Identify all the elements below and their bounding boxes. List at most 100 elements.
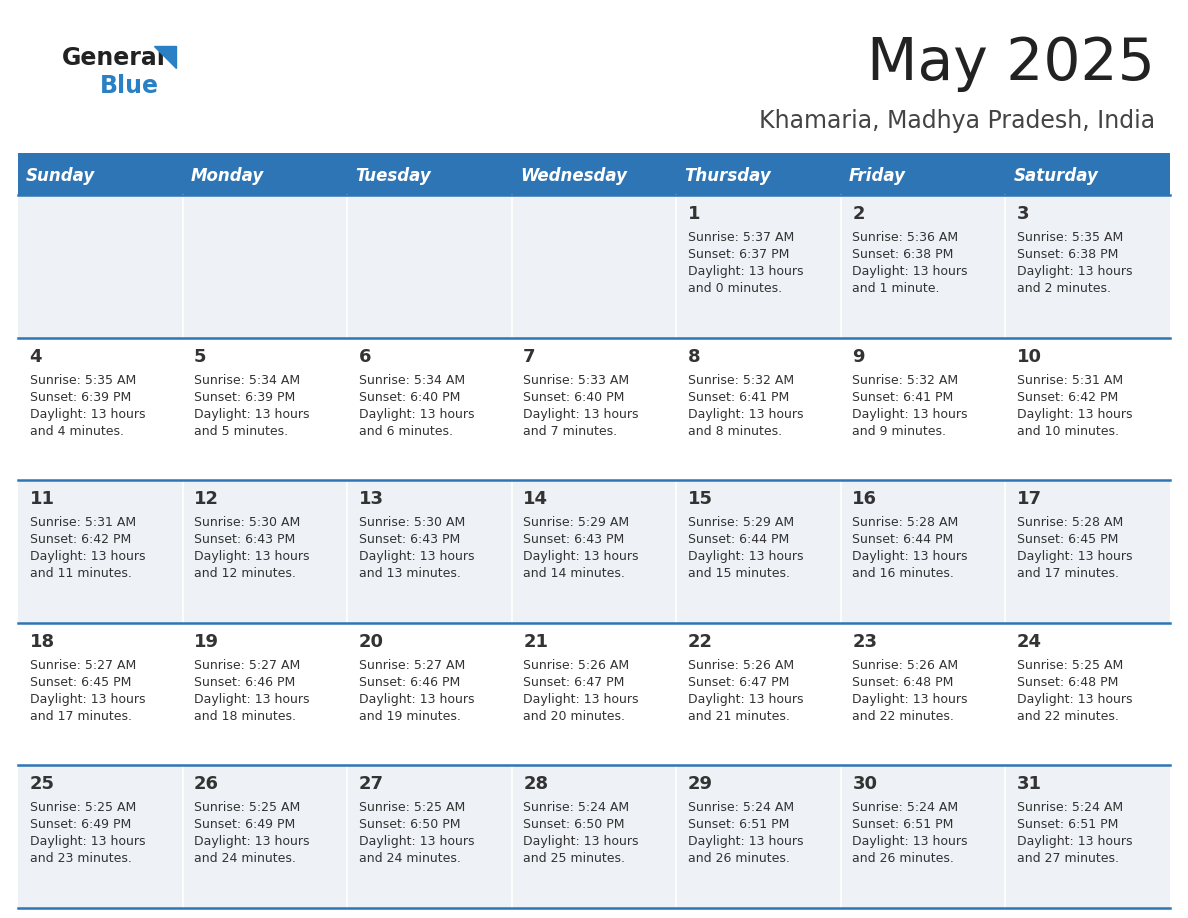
Text: Daylight: 13 hours: Daylight: 13 hours [194, 693, 310, 706]
Text: Sunrise: 5:28 AM: Sunrise: 5:28 AM [852, 516, 959, 529]
Text: Sunrise: 5:37 AM: Sunrise: 5:37 AM [688, 231, 794, 244]
Text: Sunset: 6:51 PM: Sunset: 6:51 PM [852, 819, 954, 832]
Text: Thursday: Thursday [684, 167, 771, 185]
Text: Daylight: 13 hours: Daylight: 13 hours [194, 408, 310, 420]
Text: Sunset: 6:42 PM: Sunset: 6:42 PM [1017, 390, 1118, 404]
Text: 3: 3 [1017, 205, 1030, 223]
Text: Daylight: 13 hours: Daylight: 13 hours [1017, 265, 1132, 278]
Text: Sunrise: 5:29 AM: Sunrise: 5:29 AM [688, 516, 794, 529]
Text: Sunrise: 5:27 AM: Sunrise: 5:27 AM [359, 659, 465, 672]
Text: Daylight: 13 hours: Daylight: 13 hours [1017, 408, 1132, 420]
Text: Sunrise: 5:30 AM: Sunrise: 5:30 AM [359, 516, 465, 529]
Text: 4: 4 [30, 348, 42, 365]
Text: 30: 30 [852, 776, 878, 793]
Text: and 17 minutes.: and 17 minutes. [30, 710, 132, 722]
Text: Daylight: 13 hours: Daylight: 13 hours [523, 693, 639, 706]
Text: General: General [62, 46, 166, 70]
Text: Sunset: 6:44 PM: Sunset: 6:44 PM [852, 533, 954, 546]
Text: Sunset: 6:37 PM: Sunset: 6:37 PM [688, 248, 789, 261]
Text: Sunset: 6:50 PM: Sunset: 6:50 PM [359, 819, 460, 832]
Text: and 11 minutes.: and 11 minutes. [30, 567, 132, 580]
Text: and 12 minutes.: and 12 minutes. [194, 567, 296, 580]
Text: 20: 20 [359, 633, 384, 651]
Text: 31: 31 [1017, 776, 1042, 793]
Text: 22: 22 [688, 633, 713, 651]
Text: 14: 14 [523, 490, 548, 509]
Text: 26: 26 [194, 776, 219, 793]
Text: 24: 24 [1017, 633, 1042, 651]
Text: Sunset: 6:46 PM: Sunset: 6:46 PM [359, 676, 460, 688]
Text: Sunset: 6:45 PM: Sunset: 6:45 PM [1017, 533, 1118, 546]
Text: Daylight: 13 hours: Daylight: 13 hours [359, 835, 474, 848]
Text: Sunrise: 5:31 AM: Sunrise: 5:31 AM [30, 516, 135, 529]
Text: Daylight: 13 hours: Daylight: 13 hours [852, 693, 968, 706]
Text: 9: 9 [852, 348, 865, 365]
Text: Daylight: 13 hours: Daylight: 13 hours [688, 550, 803, 564]
Text: 18: 18 [30, 633, 55, 651]
Text: Khamaria, Madhya Pradesh, India: Khamaria, Madhya Pradesh, India [759, 109, 1155, 133]
Text: Daylight: 13 hours: Daylight: 13 hours [30, 835, 145, 848]
Text: 28: 28 [523, 776, 549, 793]
Text: and 20 minutes.: and 20 minutes. [523, 710, 625, 722]
Polygon shape [154, 46, 176, 68]
Bar [18, 622, 1170, 766]
Text: and 26 minutes.: and 26 minutes. [688, 853, 790, 866]
Text: 23: 23 [852, 633, 878, 651]
Text: Daylight: 13 hours: Daylight: 13 hours [852, 550, 968, 564]
Text: and 15 minutes.: and 15 minutes. [688, 567, 790, 580]
Text: Daylight: 13 hours: Daylight: 13 hours [688, 693, 803, 706]
Text: Sunset: 6:45 PM: Sunset: 6:45 PM [30, 676, 131, 688]
Text: and 23 minutes.: and 23 minutes. [30, 853, 132, 866]
Text: Sunset: 6:48 PM: Sunset: 6:48 PM [1017, 676, 1118, 688]
Text: and 6 minutes.: and 6 minutes. [359, 425, 453, 438]
Text: and 26 minutes.: and 26 minutes. [852, 853, 954, 866]
Text: Sunset: 6:40 PM: Sunset: 6:40 PM [359, 390, 460, 404]
Text: Sunset: 6:40 PM: Sunset: 6:40 PM [523, 390, 625, 404]
Text: Friday: Friday [849, 167, 906, 185]
Text: Blue: Blue [100, 74, 159, 98]
Text: Sunrise: 5:28 AM: Sunrise: 5:28 AM [1017, 516, 1123, 529]
Text: Sunrise: 5:24 AM: Sunrise: 5:24 AM [688, 801, 794, 814]
Text: and 5 minutes.: and 5 minutes. [194, 425, 289, 438]
Text: Sunrise: 5:26 AM: Sunrise: 5:26 AM [852, 659, 959, 672]
Bar [18, 195, 1170, 338]
Text: 10: 10 [1017, 348, 1042, 365]
Text: 21: 21 [523, 633, 548, 651]
Text: Sunset: 6:49 PM: Sunset: 6:49 PM [30, 819, 131, 832]
Text: Daylight: 13 hours: Daylight: 13 hours [30, 693, 145, 706]
Bar [18, 766, 1170, 908]
Text: 27: 27 [359, 776, 384, 793]
Text: Sunset: 6:48 PM: Sunset: 6:48 PM [852, 676, 954, 688]
Text: Sunset: 6:38 PM: Sunset: 6:38 PM [852, 248, 954, 261]
Text: Sunset: 6:47 PM: Sunset: 6:47 PM [523, 676, 625, 688]
Bar [18, 480, 1170, 622]
Text: Sunrise: 5:25 AM: Sunrise: 5:25 AM [359, 801, 465, 814]
Text: Daylight: 13 hours: Daylight: 13 hours [30, 408, 145, 420]
Text: Sunset: 6:43 PM: Sunset: 6:43 PM [194, 533, 296, 546]
Text: Daylight: 13 hours: Daylight: 13 hours [523, 550, 639, 564]
Text: Sunset: 6:44 PM: Sunset: 6:44 PM [688, 533, 789, 546]
Text: and 22 minutes.: and 22 minutes. [1017, 710, 1119, 722]
Text: and 16 minutes.: and 16 minutes. [852, 567, 954, 580]
Text: Daylight: 13 hours: Daylight: 13 hours [688, 835, 803, 848]
Text: and 4 minutes.: and 4 minutes. [30, 425, 124, 438]
Text: Daylight: 13 hours: Daylight: 13 hours [852, 408, 968, 420]
Text: and 24 minutes.: and 24 minutes. [359, 853, 461, 866]
Text: 12: 12 [194, 490, 219, 509]
Text: Sunset: 6:46 PM: Sunset: 6:46 PM [194, 676, 296, 688]
Text: and 13 minutes.: and 13 minutes. [359, 567, 461, 580]
Text: Sunrise: 5:24 AM: Sunrise: 5:24 AM [1017, 801, 1123, 814]
Text: Saturday: Saturday [1013, 167, 1099, 185]
Text: Daylight: 13 hours: Daylight: 13 hours [688, 408, 803, 420]
Text: 17: 17 [1017, 490, 1042, 509]
Text: Monday: Monday [191, 167, 264, 185]
Text: Sunrise: 5:25 AM: Sunrise: 5:25 AM [194, 801, 301, 814]
Text: 7: 7 [523, 348, 536, 365]
Text: and 14 minutes.: and 14 minutes. [523, 567, 625, 580]
Text: and 0 minutes.: and 0 minutes. [688, 282, 782, 295]
Text: 5: 5 [194, 348, 207, 365]
Text: Sunrise: 5:26 AM: Sunrise: 5:26 AM [523, 659, 630, 672]
Text: May 2025: May 2025 [867, 35, 1155, 92]
Text: Daylight: 13 hours: Daylight: 13 hours [1017, 693, 1132, 706]
Text: 29: 29 [688, 776, 713, 793]
